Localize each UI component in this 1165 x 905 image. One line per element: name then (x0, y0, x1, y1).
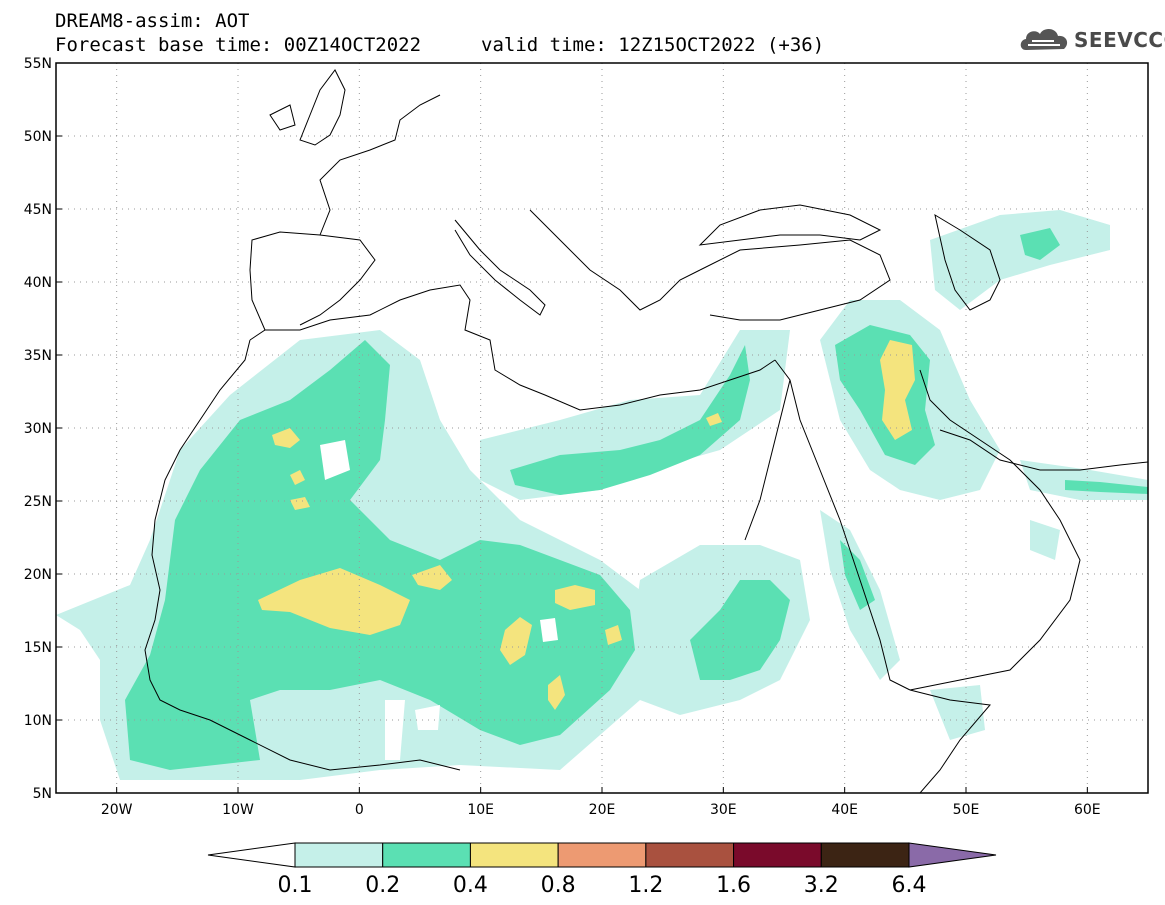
lon-label: 30E (710, 802, 737, 818)
lat-label: 30N (24, 421, 52, 437)
colorbar-box (820, 842, 910, 868)
lon-label: 0 (355, 802, 364, 818)
colorbar-box (557, 842, 647, 868)
colorbar-label: 0.4 (453, 873, 488, 898)
colorbar-box (382, 842, 471, 868)
lat-label: 55N (24, 56, 52, 72)
colorbar-label: 0.2 (365, 873, 400, 898)
lon-label: 20E (589, 802, 616, 818)
colorbar-label: 1.2 (628, 873, 663, 898)
latitude-labels: 55N 50N 45N 40N 35N 30N 25N 20N 15N 10N 5N (24, 56, 62, 802)
lon-label: 40E (831, 802, 858, 818)
coastlines (144, 69, 1148, 793)
lat-label: 20N (24, 567, 52, 583)
aot-level-0-4 (258, 340, 915, 710)
lat-label: 40N (24, 275, 52, 291)
lon-label: 10E (467, 802, 494, 818)
colorbar-label: 3.2 (804, 873, 839, 898)
aot-field (56, 210, 1148, 780)
colorbar-arrow-low (207, 842, 296, 868)
lat-label: 10N (24, 713, 52, 729)
lon-label: 20W (101, 802, 133, 818)
cloud-icon (1020, 28, 1068, 50)
lat-label: 35N (24, 348, 52, 364)
colorbar-label: 1.6 (716, 873, 751, 898)
lon-label: 60E (1074, 802, 1101, 818)
colorbar-label: 6.4 (892, 873, 927, 898)
colorbar-box (469, 842, 559, 868)
colorbar-label: 0.8 (541, 873, 576, 898)
graticule (56, 63, 1148, 793)
lon-label: 50E (953, 802, 980, 818)
longitude-labels: 20W 10W 0 10E 20E 30E 40E 50E 60E (101, 787, 1101, 818)
colorbar: 0.1 0.2 0.4 0.8 1.2 1.6 3.2 6.4 (207, 842, 997, 898)
lon-label: 10W (222, 802, 254, 818)
lat-label: 15N (24, 640, 52, 656)
valid-time: valid time: 12Z15OCT2022 (+36) (481, 34, 825, 56)
colorbar-box (733, 842, 822, 868)
colorbar-label: 0.1 (278, 873, 313, 898)
product-title: DREAM8-assim: AOT (55, 10, 250, 32)
base-time: Forecast base time: 00Z14OCT2022 (55, 34, 422, 56)
colorbar-arrow-high (908, 842, 997, 868)
colorbar-box (645, 842, 735, 868)
lat-label: 50N (24, 129, 52, 145)
lat-label: 45N (24, 202, 52, 218)
colorbar-box (294, 842, 384, 868)
time-line: Forecast base time: 00Z14OCT2022 valid ti… (55, 34, 824, 56)
lat-label: 5N (33, 786, 52, 802)
logo-text: SEEVCCC (1074, 28, 1165, 52)
aot-clear-areas (320, 440, 558, 760)
lat-label: 25N (24, 494, 52, 510)
